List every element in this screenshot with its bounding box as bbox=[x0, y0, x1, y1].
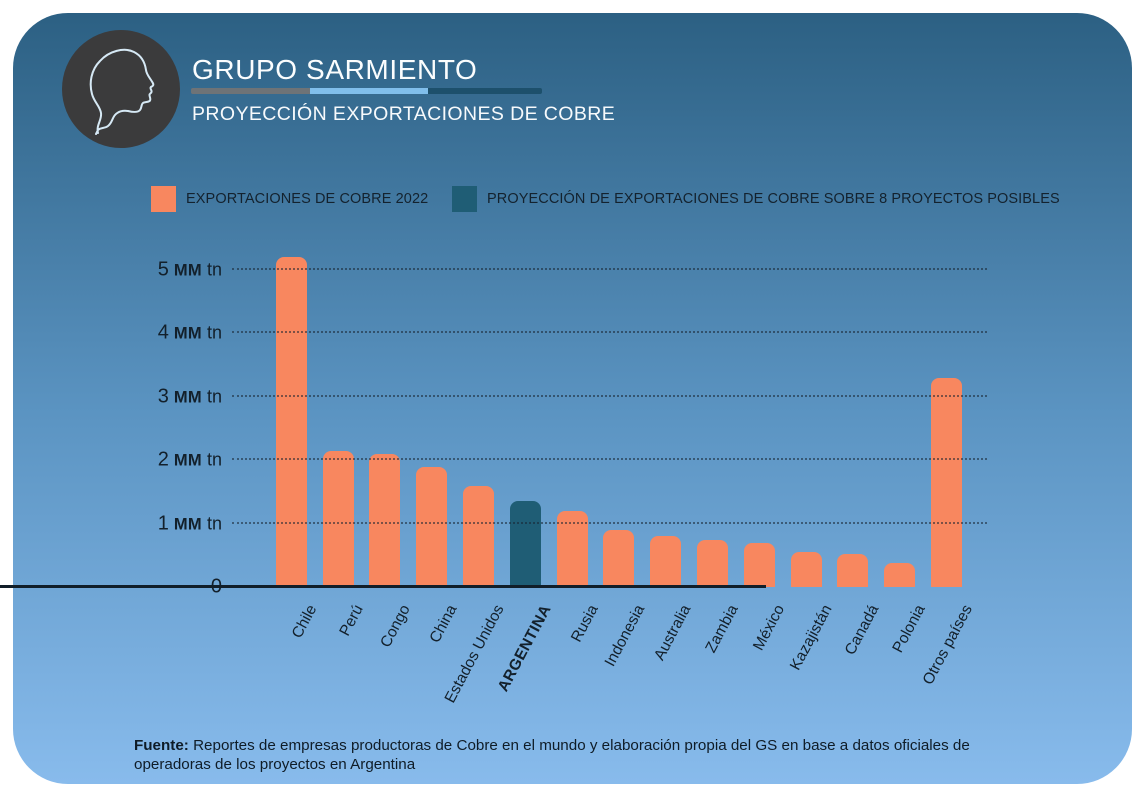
x-label-slot: México bbox=[736, 592, 788, 742]
separator-segment-darkblue bbox=[428, 88, 542, 94]
bar-slot bbox=[315, 450, 362, 587]
x-label-slot: Otros países bbox=[919, 592, 975, 742]
legend-swatch bbox=[452, 186, 477, 212]
x-label-slot: Polonia bbox=[876, 592, 928, 742]
x-label-slot: Congo bbox=[362, 592, 414, 742]
bar-indonesia bbox=[603, 529, 635, 587]
x-label-slot: Kazajistán bbox=[783, 592, 836, 742]
x-label-argentina: ARGENTINA bbox=[494, 602, 555, 695]
bar-kazajistan bbox=[790, 552, 822, 587]
bar-slot bbox=[502, 501, 549, 587]
y-tick-label: 4 MM tn bbox=[157, 321, 222, 344]
legend-swatch bbox=[151, 186, 176, 212]
bar-slot bbox=[596, 529, 643, 587]
y-tick-label: 3 MM tn bbox=[157, 385, 222, 408]
y-tick-label: 2 MM tn bbox=[157, 448, 222, 471]
bar-slot bbox=[268, 257, 315, 587]
bar-slot bbox=[923, 377, 970, 587]
separator-segment-gray bbox=[191, 88, 310, 94]
bar-canada bbox=[837, 554, 869, 587]
x-label-slot: Australia bbox=[642, 592, 694, 742]
bar-rusia bbox=[556, 510, 588, 587]
page-title: GRUPO SARMIENTO bbox=[192, 54, 478, 85]
bar-slot bbox=[642, 536, 689, 587]
legend-item-projection: PROYECCIÓN DE EXPORTACIONES DE COBRE SOB… bbox=[452, 186, 1060, 212]
x-label-slot: Indonesia bbox=[596, 592, 648, 742]
x-label-slot: Perú bbox=[315, 592, 367, 742]
bar-slot bbox=[549, 510, 596, 587]
title-separator bbox=[191, 88, 542, 94]
bar-slot bbox=[736, 542, 783, 587]
legend-label: EXPORTACIONES DE COBRE 2022 bbox=[186, 191, 429, 207]
bar-polonia bbox=[884, 562, 916, 587]
x-label-slot: Rusia bbox=[549, 592, 602, 742]
bar-argentina bbox=[509, 501, 541, 587]
bar-otros-paises bbox=[931, 377, 963, 587]
x-label-otros-paises: Otros países bbox=[919, 602, 976, 688]
bar-slot bbox=[783, 552, 830, 587]
bar-slot bbox=[689, 539, 736, 587]
x-label-slot: Chile bbox=[268, 592, 321, 742]
bar-slot bbox=[830, 554, 877, 587]
separator-segment-lightblue bbox=[310, 88, 428, 94]
bar-china bbox=[416, 466, 448, 587]
bar-zambia bbox=[697, 539, 729, 587]
sarmiento-portrait-icon bbox=[62, 30, 180, 148]
bar-slot bbox=[362, 453, 409, 587]
bar-chile bbox=[275, 257, 307, 587]
source-text-body: Reportes de empresas productoras de Cobr… bbox=[134, 737, 970, 774]
x-axis-line bbox=[0, 585, 766, 588]
x-label-slot: Estados Unidos bbox=[442, 592, 508, 742]
x-label-slot: China bbox=[408, 592, 461, 742]
x-label-slot: ARGENTINA bbox=[494, 592, 554, 742]
x-labels-row: Chile Perú Congo China Estados Unidos ARGENTI… bbox=[230, 592, 990, 742]
bar-congo bbox=[369, 453, 401, 587]
bars-row bbox=[230, 257, 990, 587]
bar-slot bbox=[408, 466, 455, 587]
bar-peru bbox=[322, 450, 354, 587]
legend-label: PROYECCIÓN DE EXPORTACIONES DE COBRE SOB… bbox=[487, 191, 1060, 207]
source-note: Fuente: Reportes de empresas productoras… bbox=[134, 736, 1046, 775]
bar-slot bbox=[455, 485, 502, 587]
bar-estados-unidos bbox=[463, 485, 495, 587]
legend-item-exports-2022: EXPORTACIONES DE COBRE 2022 bbox=[151, 186, 428, 212]
bar-slot bbox=[876, 562, 923, 587]
x-label-slot: Canadá bbox=[830, 592, 882, 742]
bar-mexico bbox=[743, 542, 775, 587]
chart-plot: 5MMtn4MMtn3MMtn2MMtn1MMtn0 bbox=[158, 257, 990, 598]
source-label: Fuente: bbox=[134, 737, 189, 754]
y-tick-label: 1 MM tn bbox=[157, 512, 222, 535]
portrait-svg bbox=[62, 30, 180, 148]
bar-australia bbox=[650, 536, 682, 587]
page-subtitle: PROYECCIÓN EXPORTACIONES DE COBRE bbox=[192, 103, 616, 125]
y-tick-label: 5 MM tn bbox=[157, 258, 222, 281]
x-label-slot: Zambia bbox=[689, 592, 741, 742]
